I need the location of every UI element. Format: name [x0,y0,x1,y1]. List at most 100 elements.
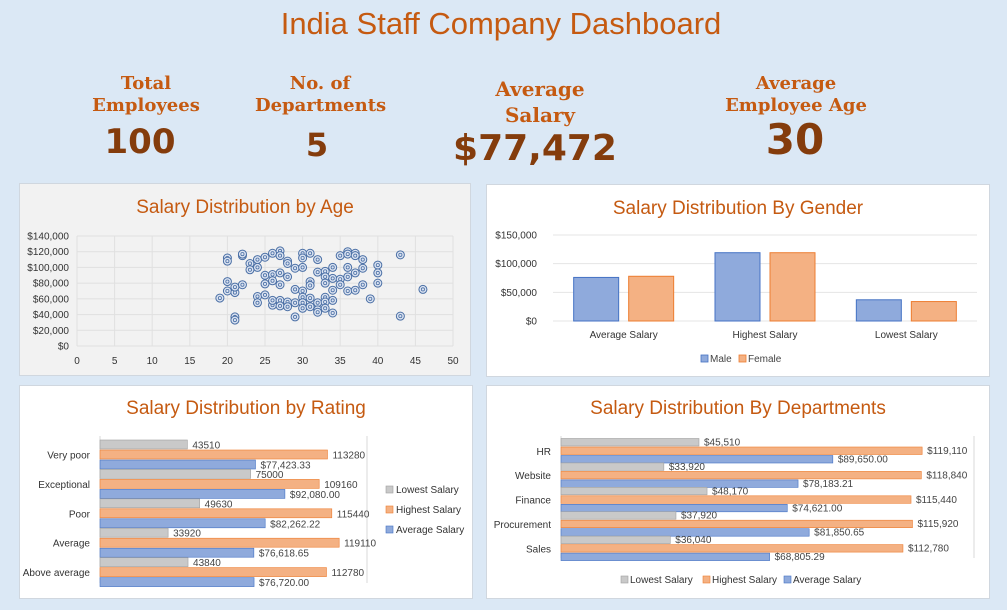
age-point [290,263,300,273]
age-point [320,303,330,313]
rating-data-label: 49630 [205,499,233,510]
age-point [268,248,278,258]
rating-bar-average-salary [99,489,286,499]
rating-data-label: 43510 [192,441,220,452]
dept-data-label: $118,840 [926,470,967,481]
age-point [335,251,345,261]
age-scatter-chart: 0 5 10 15 20 25 30 35 40 45 50 $0 $20,000 $40,000 $60,… [27,232,459,368]
age-point [328,273,338,283]
age-point-inner [278,270,283,275]
dept-data-label: $115,920 [917,519,958,530]
rating-bar-lowest-salary [99,527,169,538]
dept-bar-lowest-salary [560,487,708,496]
age-y-tick-label: $80,000 [33,279,70,290]
age-point [275,280,285,290]
kpi-departments-label: No. of Departments [255,73,387,116]
age-point [328,295,338,305]
dept-bar-average-salary [560,504,788,513]
age-x-tick-label: 25 [259,356,271,367]
age-point-inner [345,265,350,270]
dept-data-label: $81,850.65 [814,528,864,539]
kpi-total-employees-label: Total Employees [92,73,200,116]
age-point [418,284,428,294]
age-point [343,262,353,272]
age-point [252,255,262,265]
rating-bar-lowest-salary [99,557,189,567]
age-chart-title: Salary Distribution by Age [136,197,354,218]
rating-chart-title: Salary Distribution by Rating [126,398,366,419]
age-x-tick-label: 0 [74,356,80,367]
gender-y-tick-label: $0 [526,317,538,328]
rating-data-label: $76,618.65 [259,549,309,560]
age-point-inner [338,253,343,258]
age-point [305,248,315,258]
rating-bar-lowest-salary [99,439,188,450]
rating-bar-highest-salary [99,508,333,519]
dept-data-label: $115,440 [916,495,957,506]
age-point-inner [330,298,335,303]
rating-category-label: Poor [69,509,91,520]
dashboard-title: India Staff Company Dashboard [280,6,722,41]
kpi-avg-salary-label: Average Salary [495,77,585,127]
age-point-inner [262,292,267,297]
age-point-inner [398,314,403,319]
kpi-departments-value: 5 [305,126,329,164]
gender-legend-swatch [738,354,747,363]
age-point-inner [308,251,313,256]
age-y-tick-label: $40,000 [33,310,70,321]
dept-data-label: $112,780 [908,544,949,555]
kpi-total-employees-value: 100 [104,122,176,162]
age-point-inner [368,296,373,301]
age-point [395,250,405,260]
age-point-inner [375,281,380,286]
age-point-inner [323,274,328,279]
age-point [290,312,300,322]
age-point-inner [300,306,305,311]
dept-legend-swatch [783,575,792,584]
gender-bar-chart: $0 $50,000 $100,000 $150,000 Average Salary H… [495,231,977,365]
dept-data-label: $68,805.29 [775,552,825,563]
age-x-tick-label: 40 [372,356,384,367]
age-point [358,255,368,265]
age-point-inner [315,300,320,305]
dept-category-label: Website [515,471,551,482]
age-x-tick-label: 35 [335,356,347,367]
age-point-inner [240,282,245,287]
age-point [350,251,360,261]
rating-data-label: 43840 [193,558,221,569]
dept-bar-highest-salary [560,495,912,504]
age-point [268,276,278,286]
age-point-inner [270,272,275,277]
age-point-inner [308,304,313,309]
age-point-inner [225,279,230,284]
age-point [298,303,308,313]
dept-data-label: $89,650.00 [838,455,888,466]
dept-legend-swatch [620,575,629,584]
age-point-inner [255,257,260,262]
age-point-inner [278,253,283,258]
rating-category-label: Average [53,539,91,550]
gender-chart-card: Salary Distribution By Gender $0 $50,000 $… [486,184,990,377]
age-x-tick-label: 50 [447,356,459,367]
age-point [252,262,262,272]
age-point-inner [323,281,328,286]
dept-chart-card: Salary Distribution By Departments $45,5… [486,385,990,599]
gender-legend-swatch [700,354,709,363]
rating-data-label: $82,262.22 [270,519,320,530]
dept-data-label: $36,040 [675,535,712,546]
age-point-inner [360,266,365,271]
age-point-inner [300,256,305,261]
dept-bar-average-salary [560,528,810,537]
age-point-inner [262,255,267,260]
age-point [365,294,375,304]
age-x-tick-label: 5 [112,356,118,367]
age-point [222,277,232,287]
rating-bar-average-salary [99,518,266,529]
rating-chart-card: Salary Distribution by Rating 43510 11328… [19,385,473,599]
age-point-inner [240,252,245,257]
age-point-inner [338,282,343,287]
age-point [373,278,383,288]
age-x-tick-label: 10 [147,356,159,367]
rating-data-label: 115440 [337,509,370,520]
age-point-inner [232,285,237,290]
